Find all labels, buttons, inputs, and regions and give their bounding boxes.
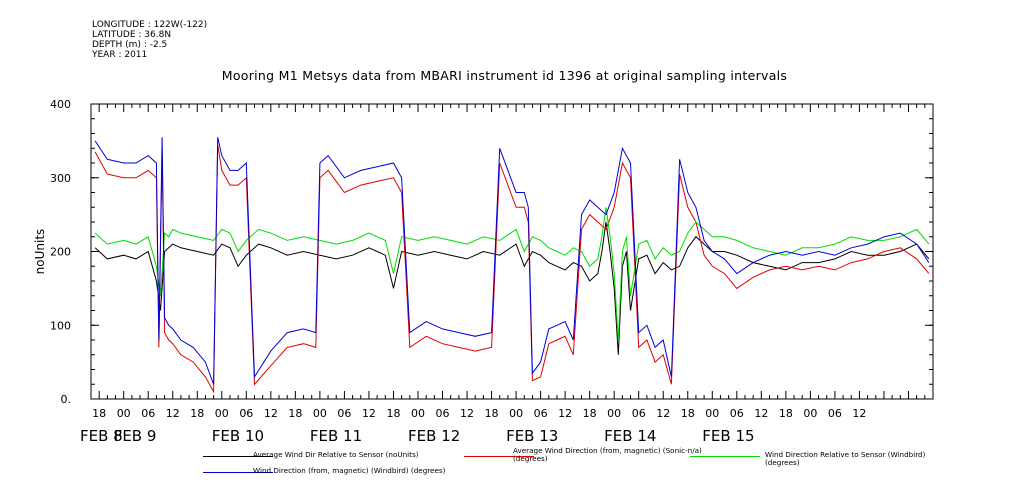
x-hour-label: 18 (288, 407, 302, 420)
x-day-label: FEB 15 (702, 427, 754, 445)
x-hour-label: 06 (828, 407, 842, 420)
x-hour-label: 00 (803, 407, 817, 420)
metadata-latitude: LATITUDE : 36.8N (92, 30, 172, 40)
x-hour-label: 12 (166, 407, 180, 420)
x-day-label: FEB 12 (408, 427, 460, 445)
legend-label-2: Average Wind Direction (from, magnetic) … (513, 446, 702, 463)
x-hour-label: 18 (386, 407, 400, 420)
x-hour-label: 06 (337, 407, 351, 420)
x-hour-label: 06 (632, 407, 646, 420)
x-hour-label: 18 (190, 407, 204, 420)
x-hour-label: 12 (362, 407, 376, 420)
x-day-label: FEB 11 (310, 427, 362, 445)
legend-swatch-3 (690, 456, 760, 457)
x-hour-label: 18 (779, 407, 793, 420)
x-day-label: FEB 13 (506, 427, 558, 445)
x-hour-label: 12 (656, 407, 670, 420)
series-line-1 (94, 221, 930, 355)
x-hour-label: 12 (460, 407, 474, 420)
metadata-year: YEAR : 2011 (92, 50, 148, 60)
y-tick-label: 400 (50, 98, 71, 111)
y-axis-label: noUnits (33, 229, 47, 275)
x-hour-label: 00 (705, 407, 719, 420)
legend-swatch-1 (203, 456, 273, 457)
x-hour-label: 06 (730, 407, 744, 420)
x-hour-label: 18 (583, 407, 597, 420)
metadata-depth: DEPTH (m) : -2.5 (92, 40, 168, 50)
y-tick-label: 300 (50, 172, 71, 185)
x-hour-label: 00 (411, 407, 425, 420)
legend-label-3: Wind Direction Relative to Sensor (Windb… (765, 450, 926, 467)
series-line-3 (94, 207, 930, 341)
x-hour-label: 00 (607, 407, 621, 420)
x-hour-label: 00 (509, 407, 523, 420)
x-day-label: FEB 8 (80, 427, 123, 445)
metadata-longitude: LONGITUDE : 122W(-122) (92, 20, 208, 30)
y-tick-label: 0. (61, 393, 72, 406)
x-hour-label: 12 (852, 407, 866, 420)
x-hour-label: 12 (264, 407, 278, 420)
x-hour-label: 18 (92, 407, 106, 420)
legend-swatch-2 (464, 456, 534, 457)
x-hour-label: 00 (313, 407, 327, 420)
y-tick-label: 200 (50, 246, 71, 259)
y-tick-label: 100 (50, 319, 71, 332)
chart-title: Mooring M1 Metsys data from MBARI instru… (221, 68, 788, 83)
x-hour-label: 12 (754, 407, 768, 420)
x-hour-label: 06 (436, 407, 450, 420)
metadata-block: LONGITUDE : 122W(-122) LATITUDE : 36.8N … (92, 20, 207, 60)
legend-label-4: Wind Direction (from, magnetic) (Windbir… (253, 466, 446, 475)
x-day-label: FEB 10 (212, 427, 264, 445)
x-hour-label: 00 (117, 407, 131, 420)
series-line-2 (94, 144, 930, 394)
x-day-label: FEB 9 (114, 427, 157, 445)
x-hour-label: 12 (558, 407, 572, 420)
x-hour-label: 06 (239, 407, 253, 420)
x-day-label: FEB 14 (604, 427, 656, 445)
legend-swatch-4 (203, 472, 273, 473)
x-hour-label: 18 (681, 407, 695, 420)
series-line-4 (94, 137, 930, 385)
legend-label-1: Average Wind Dir Relative to Sensor (noU… (253, 450, 419, 459)
x-hour-label: 18 (485, 407, 499, 420)
x-hour-label: 06 (534, 407, 548, 420)
x-hour-label: 00 (215, 407, 229, 420)
x-hour-label: 06 (141, 407, 155, 420)
